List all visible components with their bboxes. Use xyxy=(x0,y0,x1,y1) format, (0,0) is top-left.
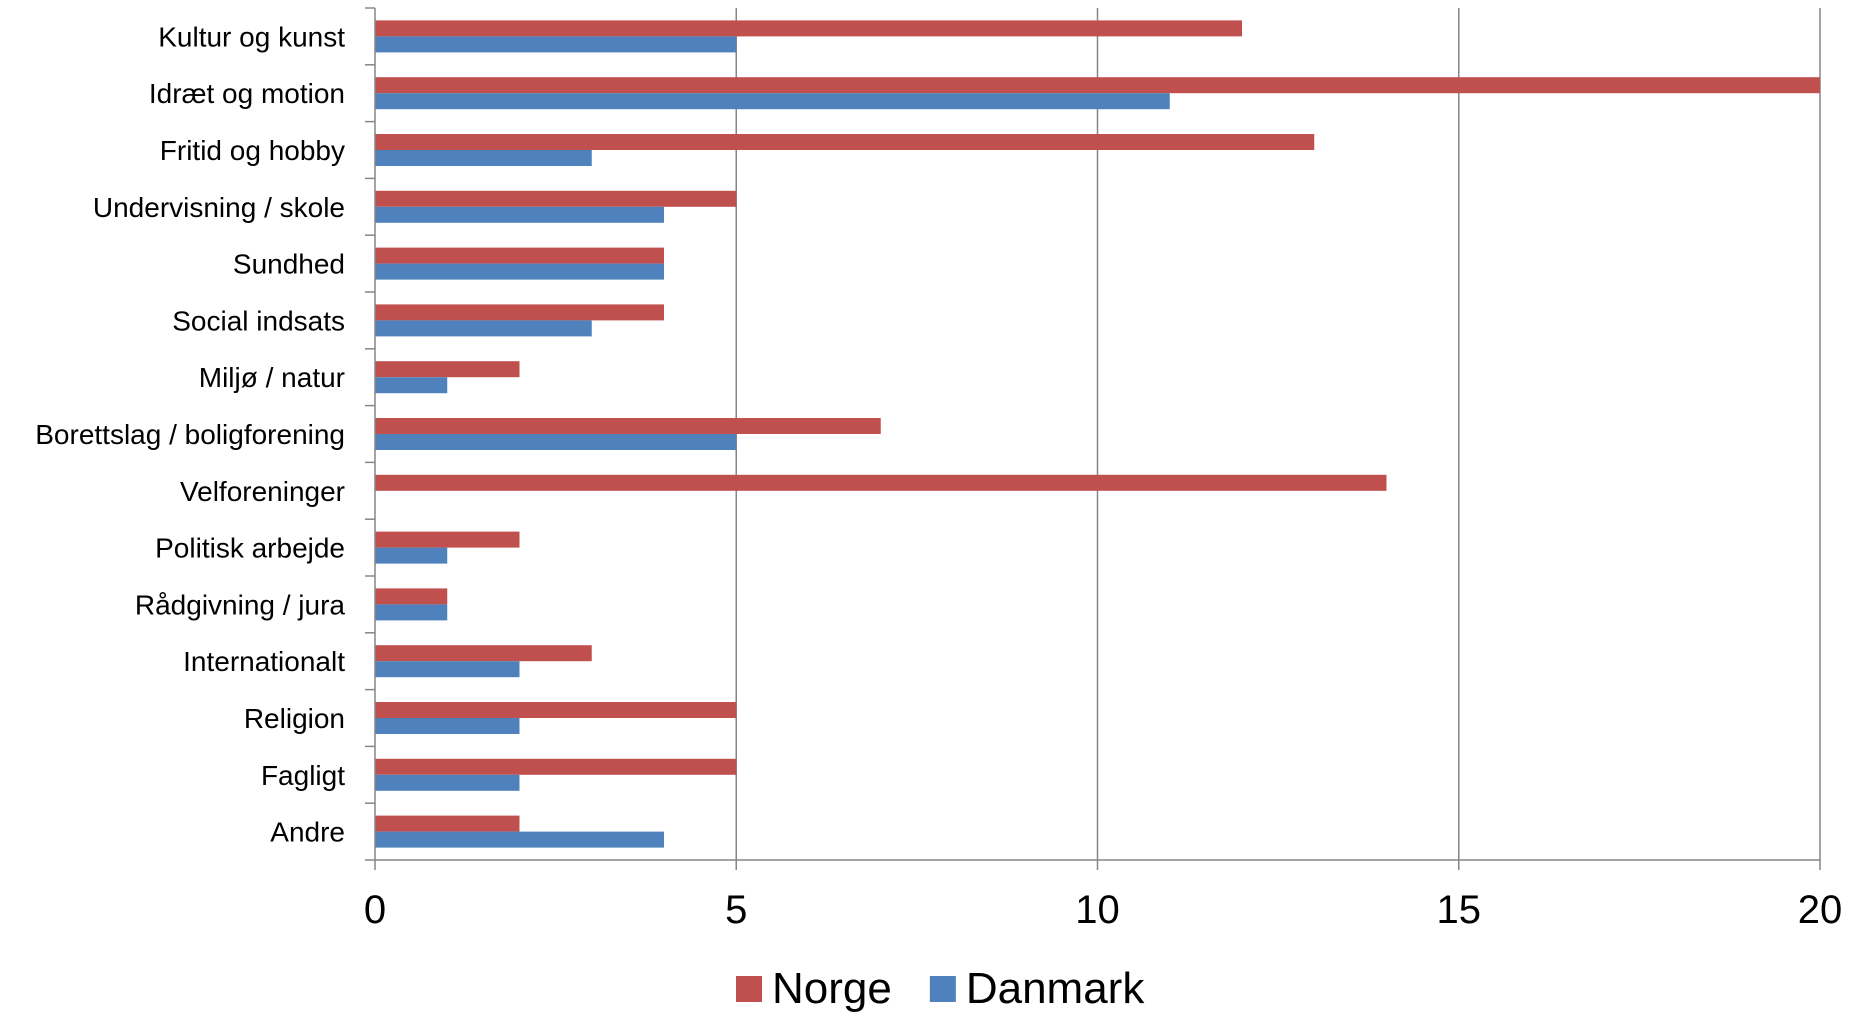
bar-danmark-1 xyxy=(375,93,1170,110)
bar-danmark-4 xyxy=(375,263,664,280)
legend-swatch-norge xyxy=(736,976,762,1002)
bar-norge-9 xyxy=(375,531,520,548)
category-label: Sundhed xyxy=(233,249,345,280)
x-tick-label: 15 xyxy=(1437,888,1482,932)
bar-norge-4 xyxy=(375,247,664,264)
category-label: Rådgivning / jura xyxy=(135,589,346,620)
bar-danmark-3 xyxy=(375,206,664,223)
category-label: Politisk arbejde xyxy=(155,533,345,564)
bar-norge-14 xyxy=(375,815,520,832)
bar-norge-13 xyxy=(375,758,737,775)
bar-norge-5 xyxy=(375,304,664,321)
x-tick-label: 20 xyxy=(1798,888,1843,932)
category-labels: Kultur og kunst Idræt og motion Fritid og … xyxy=(35,21,345,847)
category-label: Fagligt xyxy=(261,760,345,791)
bar-norge-2 xyxy=(375,134,1315,150)
legend-label-danmark: Danmark xyxy=(966,964,1145,1013)
bar-norge-11 xyxy=(375,645,592,662)
bar-danmark-9 xyxy=(375,547,448,564)
bar-danmark-2 xyxy=(375,150,592,166)
bar-norge-12 xyxy=(375,702,737,718)
bar-norge-10 xyxy=(375,588,448,605)
category-label: Undervisning / skole xyxy=(93,192,345,223)
bars xyxy=(375,20,1820,848)
category-label: Religion xyxy=(244,703,345,734)
category-label: Andre xyxy=(270,817,345,848)
bar-norge-0 xyxy=(375,20,1242,37)
bar-danmark-10 xyxy=(375,604,448,621)
bar-norge-1 xyxy=(375,77,1820,94)
x-tick-label: 0 xyxy=(364,888,386,932)
bar-danmark-7 xyxy=(375,434,737,450)
axes xyxy=(365,7,1821,870)
bar-danmark-14 xyxy=(375,831,664,848)
bar-danmark-5 xyxy=(375,320,592,337)
x-tick-label: 10 xyxy=(1075,888,1120,932)
category-label: Internationalt xyxy=(183,646,345,677)
legend-label-norge: Norge xyxy=(772,964,892,1013)
category-label: Kultur og kunst xyxy=(158,21,345,52)
legend-swatch-danmark xyxy=(929,976,956,1002)
bar-danmark-0 xyxy=(375,36,737,53)
bar-danmark-6 xyxy=(375,377,448,394)
bar-norge-8 xyxy=(375,474,1387,491)
category-label: Idræt og motion xyxy=(149,78,345,109)
x-tick-label: 5 xyxy=(725,888,747,932)
x-tick-labels: 0 5 10 15 20 xyxy=(364,888,1842,932)
category-label: Fritid og hobby xyxy=(160,135,345,166)
category-label: Velforeninger xyxy=(180,476,345,507)
bar-danmark-13 xyxy=(375,774,520,791)
bar-norge-7 xyxy=(375,418,881,434)
bar-danmark-12 xyxy=(375,718,520,734)
bar-norge-3 xyxy=(375,190,737,207)
bar-danmark-11 xyxy=(375,661,520,678)
category-label: Miljø / natur xyxy=(199,362,345,393)
bar-norge-6 xyxy=(375,361,520,378)
legend: Norge Danmark xyxy=(736,964,1145,1013)
category-label: Social indsats xyxy=(172,305,345,336)
category-label: Borettslag / boligforening xyxy=(35,419,345,450)
